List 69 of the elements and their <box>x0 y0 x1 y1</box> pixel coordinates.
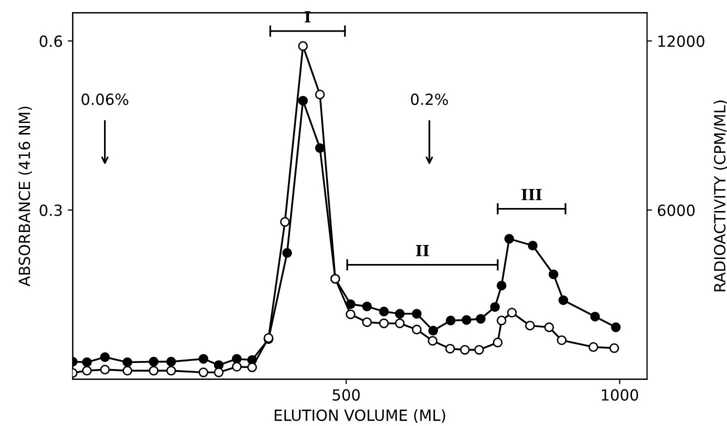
point <box>394 318 405 328</box>
x-tick-label: 1000 <box>602 389 638 401</box>
point <box>590 312 600 322</box>
point <box>496 316 506 326</box>
y-tick-label: 0.6 <box>40 35 62 47</box>
point <box>148 356 159 367</box>
point <box>474 344 484 355</box>
annotation: 0.06% <box>82 94 128 106</box>
y-axis-title: ABSORBANCE (416 NM) <box>18 106 32 286</box>
point <box>379 318 389 328</box>
point <box>462 315 472 325</box>
point <box>609 343 620 353</box>
annotation: I <box>304 11 310 22</box>
y-tick-label: 0.3 <box>40 204 62 216</box>
point <box>412 308 422 319</box>
point <box>460 344 470 355</box>
point <box>232 354 242 364</box>
point <box>544 322 554 332</box>
point <box>298 41 308 51</box>
point <box>280 217 290 227</box>
annotation: II <box>416 245 429 256</box>
point <box>610 322 621 332</box>
point <box>504 234 514 244</box>
point <box>490 302 500 312</box>
point <box>282 248 292 258</box>
point <box>394 308 405 319</box>
point <box>428 336 438 346</box>
point <box>507 308 517 318</box>
point <box>198 368 208 378</box>
point <box>214 368 224 378</box>
point <box>445 344 455 354</box>
point <box>556 335 567 346</box>
point <box>122 357 132 368</box>
point <box>148 366 159 376</box>
point <box>198 354 208 364</box>
point <box>166 356 176 367</box>
point <box>446 316 456 326</box>
point <box>100 352 110 362</box>
point <box>346 309 356 320</box>
point <box>379 306 389 316</box>
point <box>412 324 422 334</box>
point <box>82 357 92 368</box>
point <box>315 90 325 100</box>
point <box>362 302 372 312</box>
point <box>492 338 503 348</box>
point <box>166 366 176 376</box>
annotation: III <box>522 188 542 200</box>
y2-tick-label: 6000 <box>658 204 695 216</box>
point <box>82 366 92 376</box>
point <box>558 295 568 306</box>
point <box>496 280 506 290</box>
point <box>548 269 558 280</box>
annotation: 0.2% <box>410 94 448 106</box>
x-axis-title: ELUTION VOLUME (ML) <box>274 409 446 423</box>
point <box>362 317 372 328</box>
x-tick-label: 500 <box>332 389 360 401</box>
point <box>232 362 242 372</box>
point <box>588 342 598 352</box>
y2-tick-label: 12000 <box>658 35 704 47</box>
point <box>525 320 535 330</box>
point <box>315 143 325 153</box>
point <box>528 240 538 250</box>
point <box>428 326 438 336</box>
point <box>298 96 308 106</box>
point <box>122 366 132 376</box>
point <box>100 364 110 374</box>
y2-axis-title: RADIOACTIVITY (CPM/ML) <box>714 100 727 292</box>
point <box>476 314 486 324</box>
point <box>247 362 257 372</box>
